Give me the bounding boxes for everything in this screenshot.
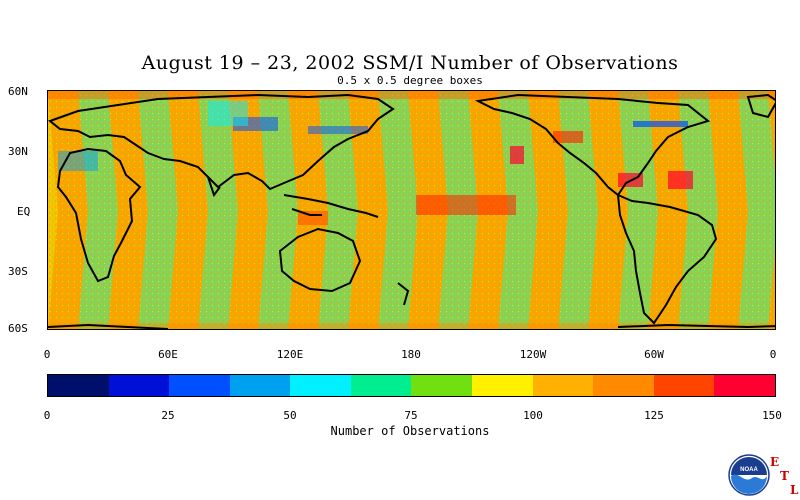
lat-label-60n: 60N: [8, 85, 28, 98]
lon-label-60e: 60E: [158, 348, 178, 361]
lat-label-60s: 60S: [8, 322, 28, 335]
scale-tick-0: 0: [43, 409, 51, 422]
scale-tick-25: 25: [161, 409, 175, 422]
scale-color-11: [714, 375, 775, 396]
lon-label-60w: 60W: [644, 348, 664, 361]
scale-color-0: [48, 375, 109, 396]
map-subtitle: 0.5 x 0.5 degree boxes: [337, 74, 483, 87]
etl-letter-t: T: [780, 469, 789, 483]
north-polar-zone: [48, 91, 775, 99]
scale-color-4: [290, 375, 351, 396]
scale-tick-125: 125: [644, 409, 664, 422]
lat-label-30n: 30N: [8, 145, 28, 158]
lat-label-eq: EQ: [17, 205, 31, 218]
lon-label-120e: 120E: [276, 348, 304, 361]
high-count-spots: [298, 131, 693, 225]
color-scale-bar: [47, 374, 776, 397]
south-polar-zone: [48, 323, 775, 329]
scale-color-5: [350, 375, 412, 396]
observation-map: [47, 90, 776, 330]
scale-color-2: [169, 375, 230, 396]
scale-color-1: [108, 375, 170, 396]
lat-label-30s: 30S: [8, 265, 28, 278]
etl-letter-l: L: [790, 483, 799, 497]
map-svg: [48, 91, 775, 329]
map-title: August 19 – 23, 2002 SSM/I Number of Obs…: [141, 52, 679, 74]
lon-label-0-left: 0: [43, 348, 51, 361]
noaa-logo-text: NOAA: [740, 467, 758, 473]
etl-letter-e: E: [770, 455, 780, 469]
scale-tick-150: 150: [762, 409, 782, 422]
scale-color-10: [653, 375, 715, 396]
lon-label-120w: 120W: [519, 348, 547, 361]
scale-color-6: [411, 375, 473, 396]
scale-title: Number of Observations: [330, 424, 490, 438]
lon-label-180: 180: [401, 348, 421, 361]
scale-color-9: [593, 375, 654, 396]
scale-color-8: [532, 375, 594, 396]
noaa-logo: NOAA: [728, 454, 770, 496]
scale-color-7: [472, 375, 533, 396]
coastlines: [48, 93, 775, 329]
scale-tick-100: 100: [523, 409, 543, 422]
scale-color-3: [229, 375, 291, 396]
scale-tick-75: 75: [404, 409, 418, 422]
lon-label-0-right: 0: [769, 348, 777, 361]
noise-texture: [48, 91, 775, 329]
scale-tick-50: 50: [283, 409, 297, 422]
